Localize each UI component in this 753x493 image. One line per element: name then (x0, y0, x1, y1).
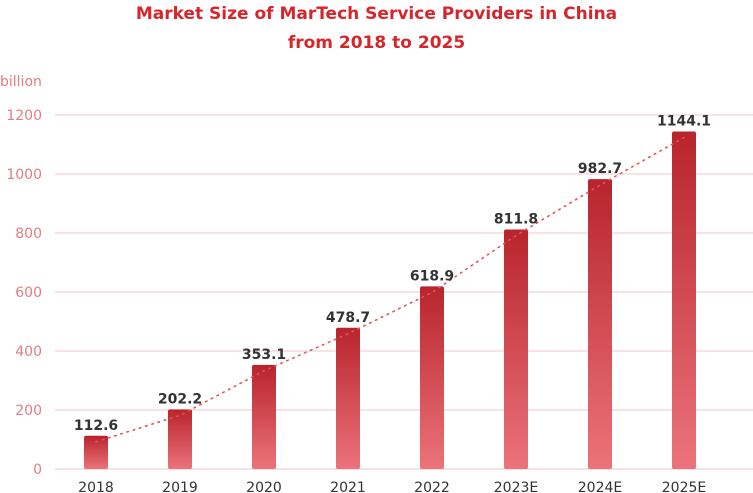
x-tick-label: 2024E (578, 480, 622, 493)
data-label: 618.9 (410, 268, 454, 284)
y-tick-label: 800 (15, 226, 42, 242)
y-tick-label: 200 (15, 403, 42, 419)
y-tick-label: 600 (15, 285, 42, 301)
bar (672, 131, 696, 470)
y-axis-unit-label: billion (0, 74, 42, 90)
bar (420, 286, 444, 469)
y-tick-label: 400 (15, 344, 42, 360)
y-tick-label: 1000 (6, 167, 42, 183)
data-label: 478.7 (326, 310, 370, 326)
x-tick-label: 2019 (162, 480, 198, 493)
chart-title: Market Size of MarTech Service Providers… (135, 4, 618, 24)
chart-subtitle: from 2018 to 2025 (287, 33, 466, 53)
x-tick-label: 2022 (414, 480, 450, 493)
x-tick-label: 2025E (662, 480, 706, 493)
data-label: 1144.1 (657, 113, 711, 129)
x-tick-label: 2021 (330, 480, 366, 493)
bar (84, 435, 108, 469)
trend-line (95, 136, 685, 443)
data-label: 202.2 (158, 391, 202, 407)
x-tick-label: 2020 (246, 480, 282, 493)
data-label: 811.8 (494, 212, 538, 228)
data-label: 353.1 (242, 347, 286, 363)
bar (252, 364, 276, 469)
data-label: 112.6 (74, 418, 118, 434)
bar (336, 327, 360, 469)
bar (168, 409, 192, 469)
y-tick-label: 1200 (6, 108, 42, 124)
bar (588, 179, 612, 469)
data-label: 982.7 (578, 161, 622, 177)
x-tick-label: 2023E (494, 480, 538, 493)
y-tick-label: 0 (33, 462, 42, 478)
bar (504, 229, 528, 469)
x-tick-label: 2018 (78, 480, 114, 493)
